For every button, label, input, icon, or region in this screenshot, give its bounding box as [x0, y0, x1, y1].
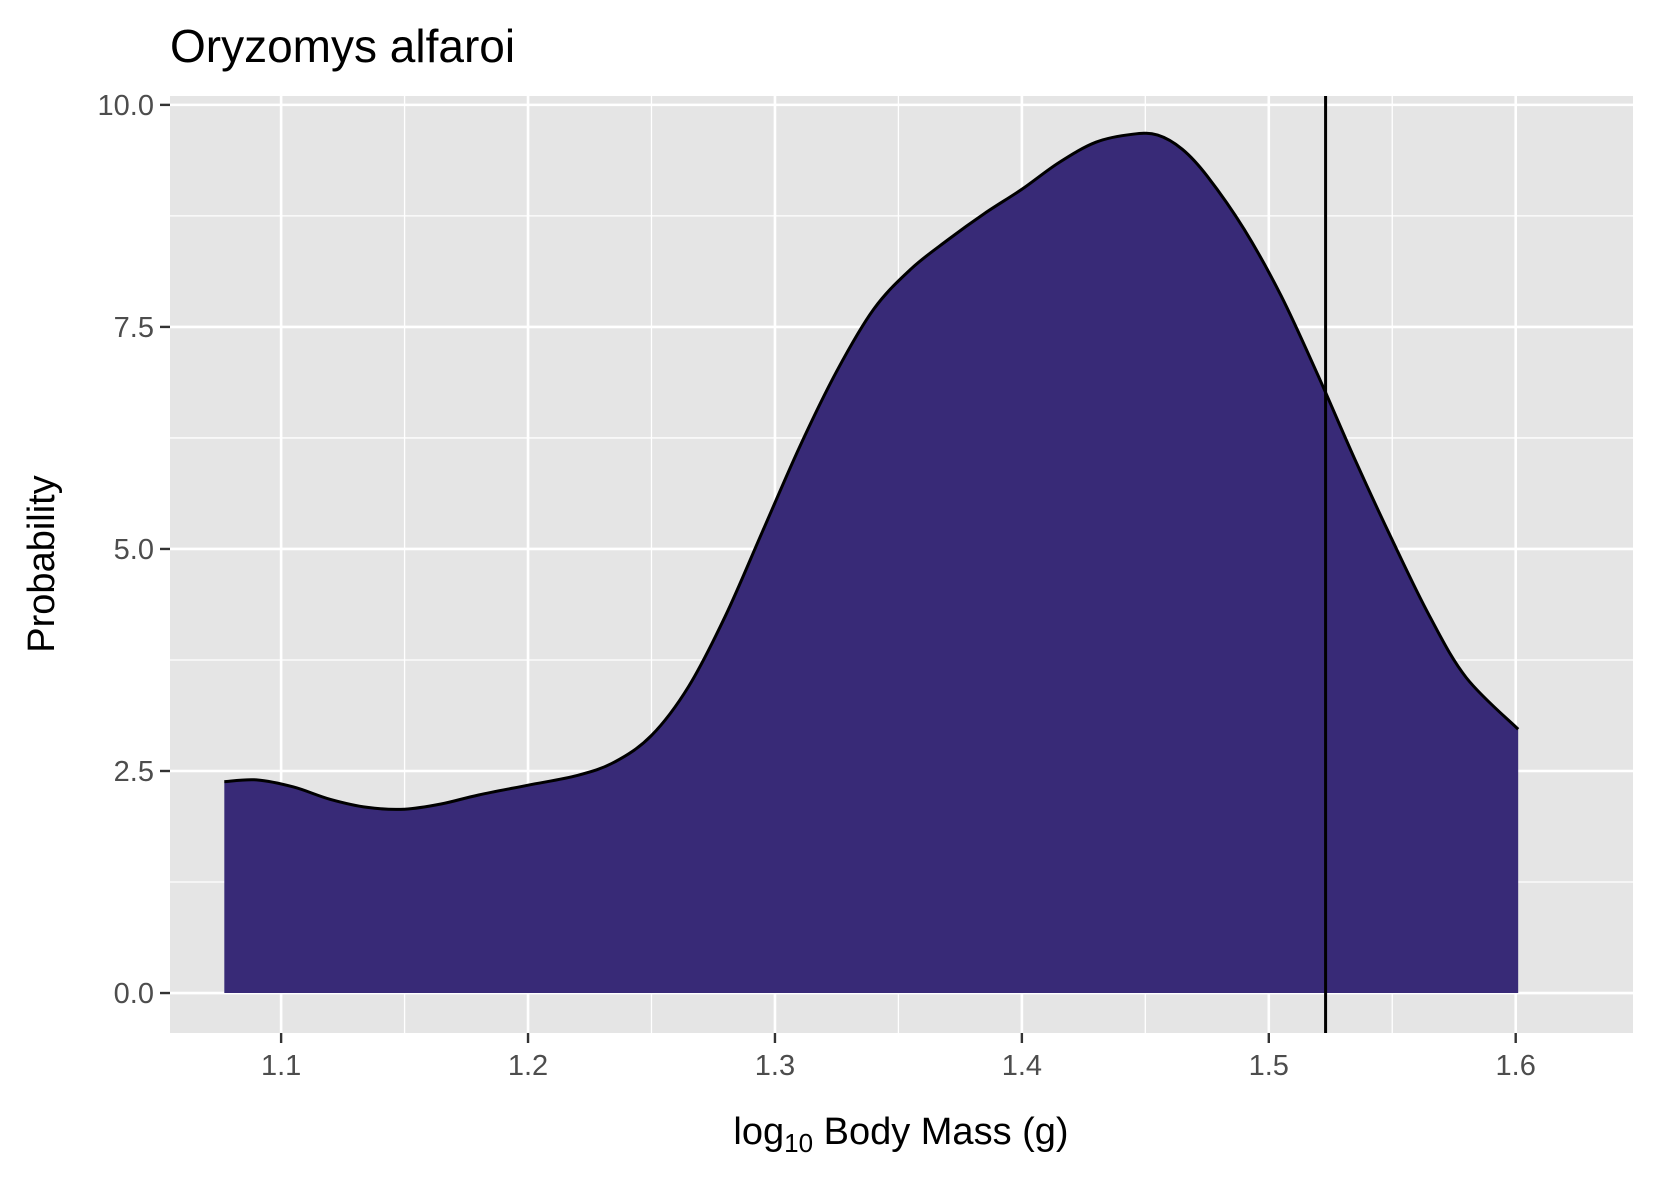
x-axis-title: log10 Body Mass (g) [733, 1111, 1068, 1158]
x-axis-title-suffix: Body Mass (g) [813, 1111, 1069, 1153]
x-tick-label: 1.6 [1496, 1050, 1536, 1082]
x-axis-title-prefix: log [733, 1111, 784, 1153]
x-tick-label: 1.1 [261, 1050, 301, 1082]
x-tick-label: 1.3 [755, 1050, 795, 1082]
y-axis: 0.0 2.5 5.0 7.5 10.0 [98, 90, 170, 1010]
x-axis-title-subscript: 10 [784, 1128, 813, 1158]
x-axis: 1.1 1.2 1.3 1.4 1.5 1.6 [261, 1033, 1536, 1082]
density-curve [224, 131, 1520, 811]
x-tick-label: 1.2 [508, 1050, 548, 1082]
y-tick-label: 2.5 [114, 756, 154, 788]
y-axis-title: Probability [21, 475, 63, 652]
y-tick-label: 10.0 [98, 90, 154, 122]
y-tick-label: 0.0 [114, 978, 154, 1010]
x-tick-label: 1.5 [1249, 1050, 1289, 1082]
y-tick-label: 7.5 [114, 312, 154, 344]
x-tick-label: 1.4 [1002, 1050, 1042, 1082]
density-area [224, 133, 1519, 994]
chart-title: Oryzomys alfaroi [170, 20, 515, 72]
y-tick-label: 5.0 [114, 534, 154, 566]
